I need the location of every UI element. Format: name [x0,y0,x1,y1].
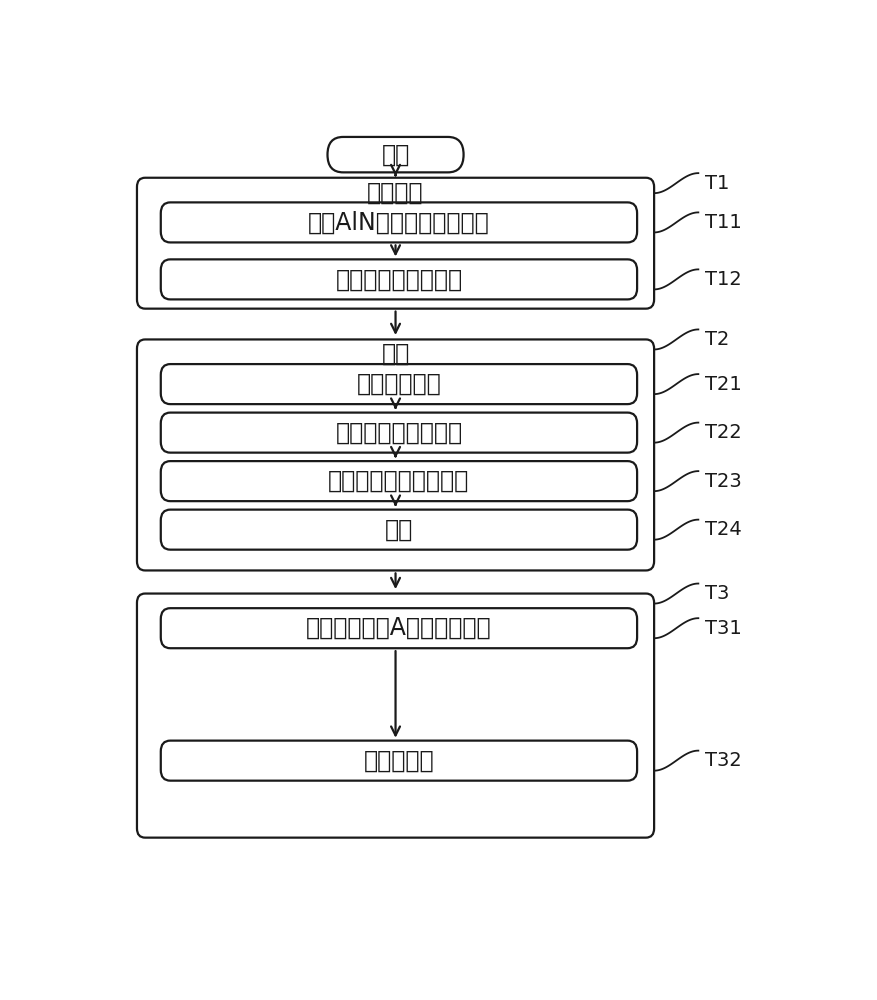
FancyBboxPatch shape [160,413,637,453]
Text: T11: T11 [704,213,741,232]
Text: 达到预设高温低压保温: 达到预设高温低压保温 [328,469,469,493]
FancyBboxPatch shape [137,178,653,309]
Text: 去除保护层: 去除保护层 [363,749,434,773]
FancyBboxPatch shape [160,202,637,242]
Text: T23: T23 [704,472,741,491]
Text: T12: T12 [704,270,741,289]
FancyBboxPatch shape [160,608,637,648]
FancyBboxPatch shape [160,461,637,501]
Text: T21: T21 [704,375,741,394]
Text: 取出夹层结构A评估各层厚度: 取出夹层结构A评估各层厚度 [306,616,491,640]
Text: T22: T22 [704,423,741,442]
FancyBboxPatch shape [160,259,637,299]
FancyBboxPatch shape [327,137,463,172]
Text: 降温: 降温 [384,518,412,542]
Text: T31: T31 [704,619,741,638]
Text: 开始: 开始 [381,143,410,167]
Text: 装置准备: 装置准备 [367,181,424,205]
Text: T1: T1 [704,174,729,193]
Text: 炉内抽高真空: 炉内抽高真空 [356,372,441,396]
Text: 准备AlN晶片及保护层晶片: 准备AlN晶片及保护层晶片 [308,210,489,234]
FancyBboxPatch shape [137,594,653,838]
Text: 充入保护气体并升温: 充入保护气体并升温 [335,421,462,445]
Text: 工艺: 工艺 [381,341,410,365]
Text: 叠放在容器内后进炉: 叠放在容器内后进炉 [335,267,462,291]
Text: T3: T3 [704,584,729,603]
FancyBboxPatch shape [160,510,637,550]
Text: T2: T2 [704,330,729,349]
FancyBboxPatch shape [160,741,637,781]
Text: T24: T24 [704,520,741,539]
Text: T32: T32 [704,751,741,770]
FancyBboxPatch shape [137,339,653,570]
FancyBboxPatch shape [160,364,637,404]
